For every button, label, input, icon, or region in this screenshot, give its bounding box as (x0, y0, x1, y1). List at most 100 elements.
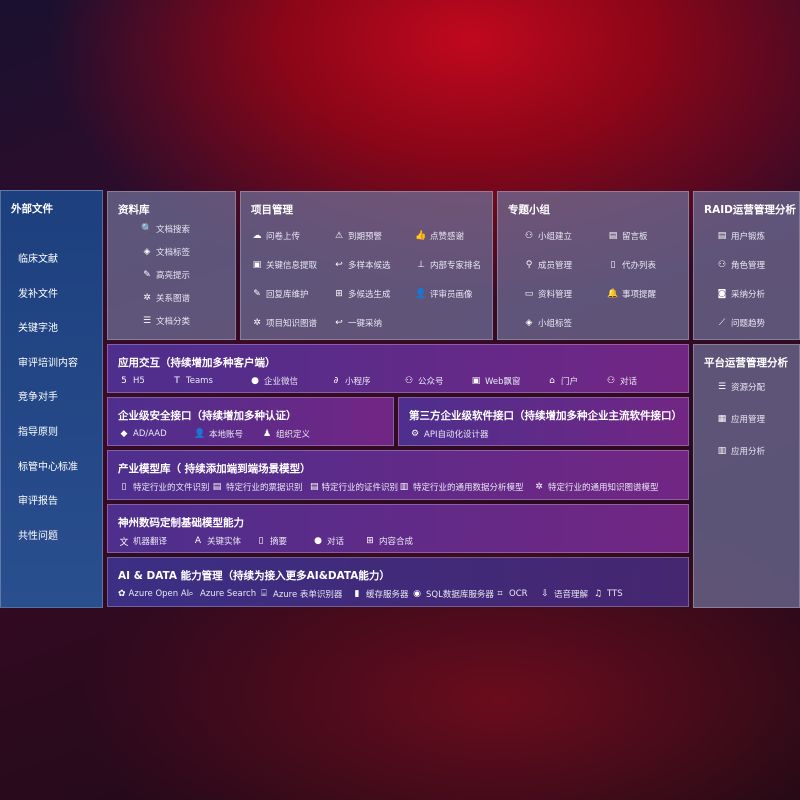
industry-item[interactable]: ▤ 特定行业的证件识别 (310, 481, 398, 493)
group-item[interactable]: ⚇ 小组建立 (523, 229, 607, 243)
library-item[interactable]: ✎ 高亮提示 (141, 268, 231, 282)
external-file-item[interactable]: 审评培训内容 (18, 357, 78, 369)
group-item[interactable]: ◈ 小组标签 (523, 316, 607, 330)
item-label: 缓存服务器 (366, 590, 409, 600)
base-item[interactable]: ▯ 摘要 (255, 535, 312, 547)
group-item[interactable]: ▯ 代办列表 (607, 258, 691, 272)
base-item[interactable]: 文机器翻译 (118, 535, 192, 548)
panel-title: 平台运营管理分析 (704, 357, 788, 369)
app-item[interactable]: ∂ 小程序 (330, 375, 403, 387)
ai-item[interactable]: ⌸ Azure 表单识别器 (258, 588, 351, 600)
group-item[interactable]: ▤ 留言板 (607, 229, 691, 243)
base-item[interactable]: A 关键实体 (192, 535, 255, 547)
external-file-item[interactable]: 标管中心标准 (18, 461, 78, 473)
industry-item[interactable]: ▥ 特定行业的通用数据分析模型 (398, 481, 533, 493)
external-file-item[interactable]: 竞争对手 (18, 392, 58, 404)
item-label: 问题趋势 (731, 319, 766, 329)
raid-item[interactable]: ⟋ 问题趋势 (716, 316, 796, 330)
platform-panel: 平台运营管理分析 ☰ 资源分配 ▦ 应用管理 ▥ 应用分析 (693, 344, 800, 608)
ocr-icon: ⌗ (497, 589, 503, 599)
item-label: 采纳分析 (731, 290, 766, 300)
group-item[interactable]: 🔔 事项提醒 (607, 287, 691, 301)
project-item[interactable]: ✲ 项目知识图谱 (251, 316, 333, 330)
app-item[interactable]: ⚇ 对话 (605, 375, 665, 387)
platform-item[interactable]: ▦ 应用管理 (716, 412, 796, 426)
alarm-icon: ⚠ (334, 231, 344, 241)
ai-item[interactable]: ✿ Azure Open AI (118, 588, 189, 600)
platform-item[interactable]: ☰ 资源分配 (716, 380, 796, 394)
group-item[interactable]: ⚲ 成员管理 (523, 258, 607, 272)
item-label: Teams (186, 376, 213, 386)
external-file-item[interactable]: 共性问题 (18, 530, 58, 542)
raid-item[interactable]: ▤ 用户锻炼 (716, 229, 796, 243)
security-item[interactable]: ◆ AD/AAD (118, 428, 194, 440)
panel-title: 神州数码定制基础模型能力 (118, 517, 244, 529)
ai-item[interactable]: ⇩ 语音理解 (539, 588, 592, 600)
item-label: 关键信息提取 (266, 261, 318, 271)
panel-title: 外部文件 (11, 203, 53, 215)
database-icon: ◉ (413, 589, 421, 599)
item-label: Azure Search (200, 589, 257, 599)
ai-item[interactable]: ◉ SQL数据库服务器 (411, 588, 494, 600)
teams-icon: T (174, 376, 180, 386)
panel-title: AI & DATA 能力管理（持续为接入更多AI&DATA能力） (118, 570, 390, 582)
project-item[interactable]: ▣ 关键信息提取 (251, 258, 333, 272)
ai-item[interactable]: ▮ 缓存服务器 (351, 588, 411, 600)
project-item[interactable]: ⚠ 到期预警 (333, 229, 415, 243)
id-card-icon: ▤ (717, 231, 727, 241)
industry-item[interactable]: ✲ 特定行业的通用知识图谱模型 (533, 481, 673, 493)
app-item[interactable]: ● 企业微信 (249, 375, 330, 387)
external-file-item[interactable]: 关键字池 (18, 323, 58, 335)
item-label: 内部专家排名 (430, 261, 482, 271)
id-card-icon: ▤ (310, 482, 319, 492)
library-item[interactable]: ☰ 文档分类 (141, 314, 231, 328)
third-party-panel: 第三方企业级软件接口（持续增加多种企业主流软件接口） ⚙ API自动化设计器 (398, 397, 689, 446)
project-item[interactable]: ✎ 回复库维护 (251, 287, 333, 301)
base-item[interactable]: ⊞ 内容合成 (364, 535, 454, 547)
external-file-item[interactable]: 临床文献 (18, 254, 58, 265)
project-item[interactable]: 👤 评审员画像 (415, 287, 497, 301)
library-item[interactable]: ✲ 关系图谱 (141, 291, 231, 305)
platform-item[interactable]: ▥ 应用分析 (716, 444, 796, 458)
app-item[interactable]: ⚇ 公众号 (403, 375, 470, 387)
external-file-item[interactable]: 指导原则 (18, 426, 58, 438)
item-label: 关系图谱 (156, 294, 191, 304)
project-item[interactable]: ⊞ 多候选生成 (333, 287, 415, 301)
item-label: 项目知识图谱 (266, 319, 318, 329)
cloud-upload-icon: ☁ (252, 231, 262, 241)
external-file-item[interactable]: 发补文件 (18, 288, 58, 300)
project-item[interactable]: 👍 点赞感谢 (415, 229, 497, 243)
library-item[interactable]: ◈ 文档标签 (141, 245, 231, 259)
external-file-item[interactable]: 审评报告 (18, 496, 58, 508)
users-icon: ⚇ (717, 260, 727, 270)
security-item[interactable]: ♟ 组织定义 (261, 428, 341, 440)
project-item[interactable]: ↩ 多样本候选 (333, 258, 415, 272)
industry-item[interactable]: ▤ 特定行业的票据识别 (211, 481, 310, 493)
app-item[interactable]: T Teams (171, 375, 249, 387)
item-label: 内容合成 (379, 537, 414, 547)
ai-item[interactable]: ⌗ OCR (494, 588, 539, 600)
item-label: 门户 (561, 377, 579, 387)
item-label: 小组标签 (538, 319, 573, 329)
chat-icon: ● (314, 536, 322, 546)
doc-search-icon: 🔍 (141, 224, 153, 234)
app-item[interactable]: ▣ Web飘窗 (470, 375, 546, 387)
raid-item[interactable]: ⚇ 角色管理 (716, 258, 796, 272)
security-item[interactable]: 👤 本地账号 (194, 428, 261, 440)
item-label: 本地账号 (209, 430, 244, 440)
item-label: 特定行业的证件识别 (321, 483, 399, 493)
base-item[interactable]: ● 对话 (312, 535, 364, 547)
library-item[interactable]: 🔍 文档搜索 (141, 222, 231, 236)
raid-item[interactable]: ◙ 采纳分析 (716, 287, 796, 301)
project-item[interactable]: ⊥ 内部专家排名 (415, 258, 497, 272)
project-item[interactable]: ↩ 一键采纳 (333, 316, 415, 330)
third-item[interactable]: ⚙ API自动化设计器 (409, 428, 559, 440)
gear-icon: ⚙ (410, 429, 420, 439)
app-item[interactable]: 5 H5 (118, 375, 171, 387)
industry-item[interactable]: ▯ 特定行业的文件识别 (118, 481, 211, 493)
ai-item[interactable]: ⌕ Azure Search (185, 588, 258, 600)
group-item[interactable]: ▭ 资料管理 (523, 287, 607, 301)
project-item[interactable]: ☁ 问卷上传 (251, 229, 333, 243)
app-item[interactable]: ⌂ 门户 (546, 375, 605, 387)
ai-item[interactable]: ♫ TTS (592, 588, 642, 600)
